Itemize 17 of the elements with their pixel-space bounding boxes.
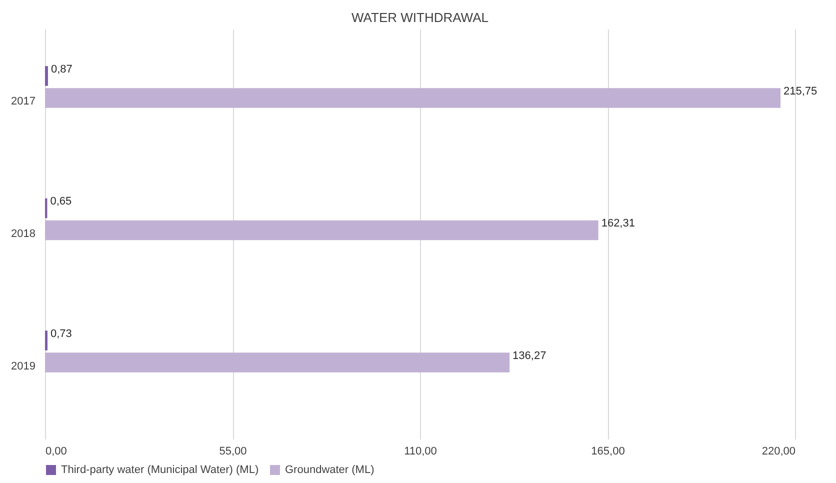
data-label: 0,87 xyxy=(50,63,72,76)
x-tick-label: 165,00 xyxy=(591,446,625,458)
y-tick-label: 2019 xyxy=(11,360,36,372)
x-tick-label: 110,00 xyxy=(404,446,437,458)
data-label: 215,75 xyxy=(784,85,818,98)
y-tick-label: 2017 xyxy=(11,96,36,108)
x-tick-label: 0,00 xyxy=(46,446,67,458)
legend-label: Groundwater (ML) xyxy=(285,464,374,476)
x-tick-label: 220,00 xyxy=(762,446,796,458)
y-tick-label: 2018 xyxy=(11,228,36,240)
chart-title: WATER WITHDRAWAL xyxy=(352,10,488,25)
data-label: 162,31 xyxy=(601,218,635,230)
data-label: 0,65 xyxy=(50,196,72,208)
x-tick-label: 55,00 xyxy=(219,446,247,458)
legend-label: Third-party water (Municipal Water) (ML) xyxy=(61,464,259,476)
data-label: 0,73 xyxy=(50,328,72,340)
data-label: 136,27 xyxy=(512,350,546,362)
